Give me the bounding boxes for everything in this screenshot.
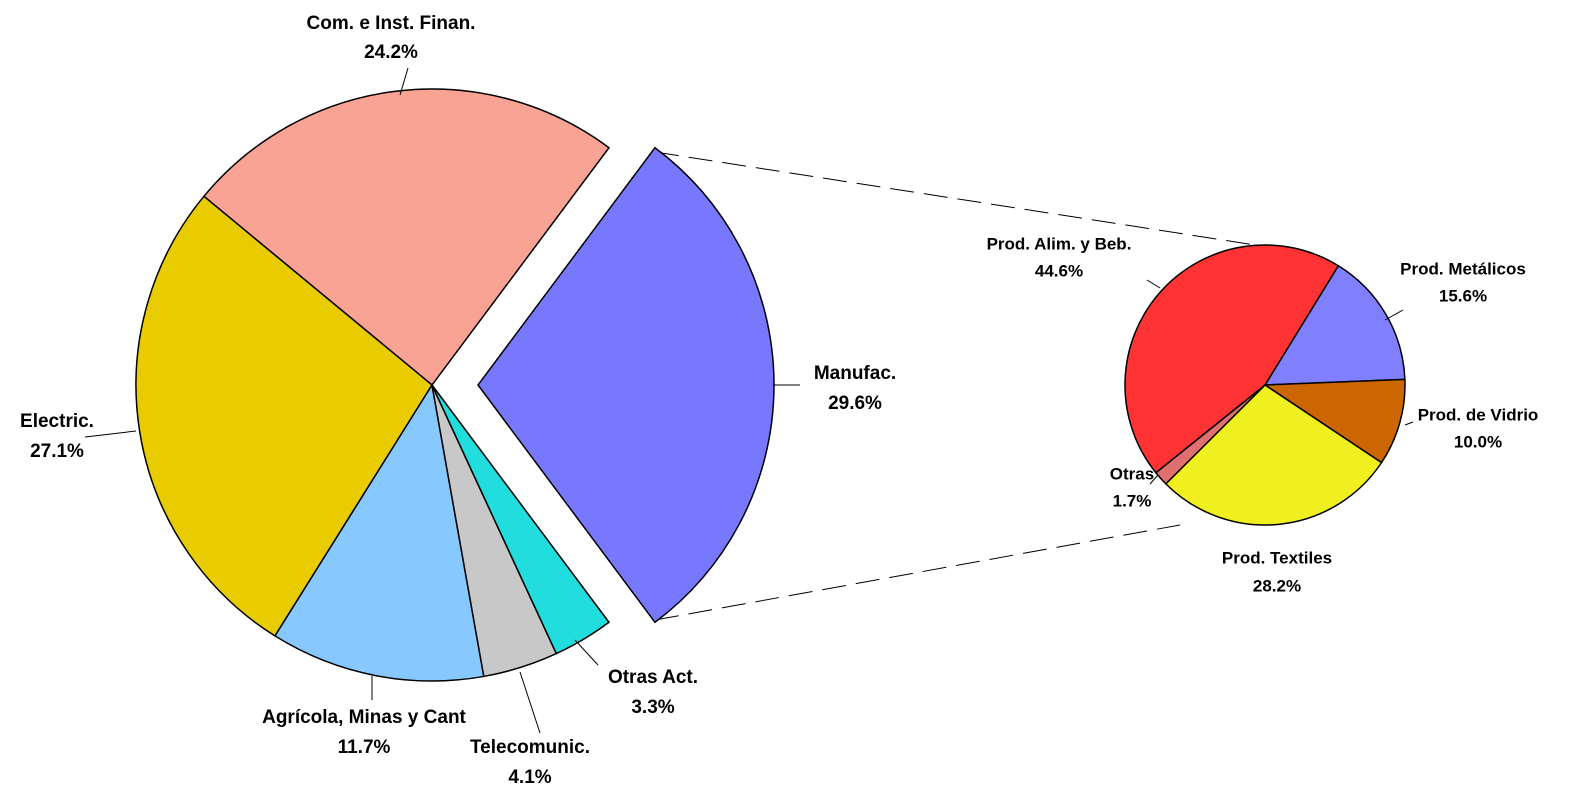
slice-label: Telecomunic.: [470, 737, 590, 758]
slice-value-label: 4.1%: [508, 767, 551, 788]
slice-value-label: 24.2%: [364, 42, 418, 63]
connector-line: [654, 524, 1181, 621]
slice-value-label: 29.6%: [828, 393, 882, 414]
leader-line: [1404, 421, 1414, 426]
pie-slice: [202, 88, 611, 387]
slice-label: Otras: [1110, 464, 1154, 483]
pie-slice: [1124, 244, 1340, 474]
slice-value-label: 3.3%: [631, 697, 674, 718]
slice-value-label: 44.6%: [1035, 261, 1083, 280]
slice-label: Manufac.: [814, 363, 896, 384]
slice-value-label: 1.7%: [1113, 491, 1152, 510]
pie-slice: [273, 382, 485, 682]
slice-value-label: 10.0%: [1454, 432, 1502, 451]
leader-line: [1384, 309, 1404, 321]
pie-slice: [1263, 264, 1406, 386]
leader-line: [519, 671, 541, 734]
slice-value-label: 11.7%: [338, 737, 391, 758]
slice-label: Prod. Textiles: [1222, 548, 1332, 567]
slice-label: Prod. Metálicos: [1400, 259, 1526, 278]
leader-line: [1146, 279, 1161, 289]
slice-label: Electric.: [20, 411, 94, 432]
leader-line: [574, 639, 599, 666]
pie-slice: [1164, 384, 1383, 526]
slice-label: Prod. de Vidrio: [1418, 405, 1539, 424]
pie-slice: [1262, 378, 1406, 464]
connector-line: [654, 151, 1256, 246]
slice-label: Com. e Inst. Finan.: [307, 13, 476, 34]
leader-line: [399, 67, 409, 96]
slice-value-label: 15.6%: [1439, 286, 1487, 305]
slice-value-label: 28.2%: [1253, 576, 1301, 595]
slice-value-label: 27.1%: [30, 441, 84, 462]
slice-label: Otras Act.: [608, 667, 698, 688]
slice-label: Prod. Alim. y Beb.: [987, 234, 1132, 253]
pie-slice: [431, 384, 611, 655]
pie-slice: [135, 195, 433, 637]
slice-label: Agrícola, Minas y Cant: [262, 707, 466, 728]
leader-line: [1149, 474, 1159, 485]
leader-line: [84, 430, 137, 438]
